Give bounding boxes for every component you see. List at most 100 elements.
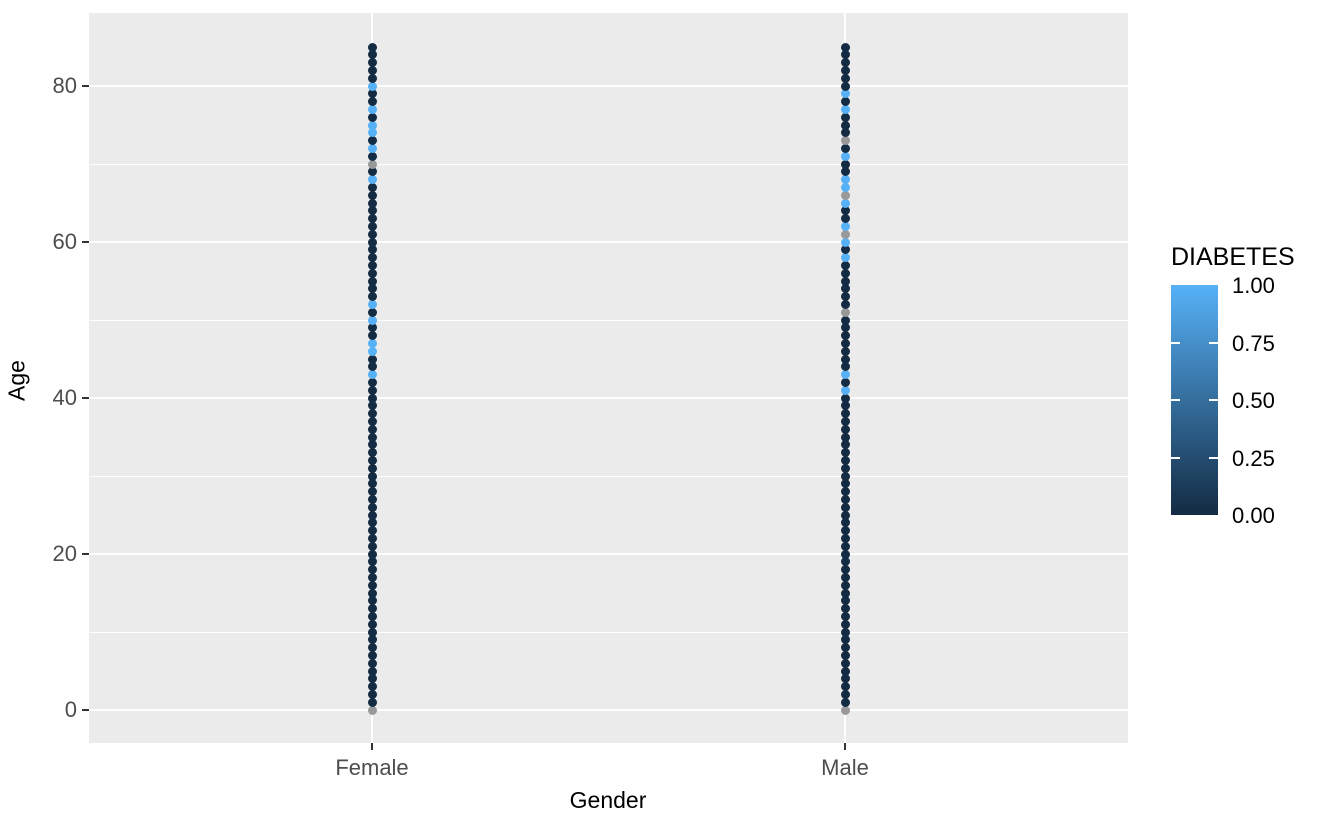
data-point [367,182,377,192]
legend-colorbar-tick [1209,341,1218,344]
data-point [840,596,850,606]
data-point [840,557,850,567]
data-point [367,315,377,325]
data-point [840,151,850,161]
data-point [367,565,377,575]
data-point [367,104,377,114]
data-point [367,604,377,614]
data-point [840,643,850,653]
legend-colorbar-tick [1209,456,1218,459]
data-point [840,346,850,356]
data-point [367,276,377,286]
gridline-major-y [89,397,1128,399]
data-point [367,416,377,426]
data-point [840,245,850,255]
data-point [367,650,377,660]
data-point [840,619,850,629]
gridline-minor-y [89,632,1128,633]
data-point [367,81,377,91]
data-point [367,580,377,590]
data-point [840,338,850,348]
data-point [367,323,377,333]
data-point [367,674,377,684]
data-point [840,510,850,520]
data-point [840,705,850,715]
data-point [840,549,850,559]
data-point [840,604,850,614]
x-axis-tick-label: Female [335,755,409,780]
data-point [840,611,850,621]
data-point [840,292,850,302]
data-point [367,666,377,676]
data-point [367,136,377,146]
data-point [840,471,850,481]
data-point [367,299,377,309]
data-point [367,526,377,536]
data-point [840,533,850,543]
data-point [840,214,850,224]
data-point [840,666,850,676]
data-point [367,494,377,504]
data-point [367,58,377,68]
data-point [840,58,850,68]
gridline-major-y [89,241,1128,243]
data-point [840,221,850,231]
data-point [367,89,377,99]
data-point [840,572,850,582]
gridline-major-y [89,85,1128,87]
data-point [367,73,377,83]
data-point [840,401,850,411]
legend-tick-label: 0.75 [1232,330,1275,356]
y-axis-tick-mark [82,553,89,555]
data-point [367,385,377,395]
data-point [840,518,850,528]
data-point [840,73,850,83]
data-point [840,354,850,364]
data-point [840,541,850,551]
data-point [840,385,850,395]
legend-colorbar-tick [1171,399,1180,401]
gridline-minor-y [89,320,1128,321]
data-point [367,65,377,75]
data-point [367,362,377,372]
data-point [367,214,377,224]
y-axis-title: Age [3,360,30,401]
data-point [840,416,850,426]
data-point [367,432,377,442]
data-point [840,697,850,707]
data-point [840,276,850,286]
data-point [367,221,377,231]
data-point [367,198,377,208]
data-point [367,682,377,692]
legend-colorbar-tick [1171,341,1180,344]
data-point [840,307,850,317]
data-point [367,643,377,653]
data-point [840,658,850,668]
data-point [840,97,850,107]
data-point [367,128,377,138]
legend-tick-label: 0.25 [1232,445,1275,471]
data-point [840,315,850,325]
data-point [367,448,377,458]
plot-panel [89,13,1128,743]
data-point [840,175,850,185]
data-point [367,502,377,512]
data-point [840,627,850,637]
data-point [367,338,377,348]
y-axis-tick-label: 0 [64,697,77,722]
data-point [840,331,850,341]
data-point [840,588,850,598]
data-point [840,526,850,536]
x-axis-tick-mark [844,743,846,750]
data-point [367,533,377,543]
x-axis-title: Gender [569,787,647,813]
data-point [840,432,850,442]
data-point [840,206,850,216]
data-point [367,705,377,715]
data-point [367,346,377,356]
data-point [367,120,377,130]
data-point [840,463,850,473]
data-point [367,619,377,629]
data-point [367,479,377,489]
data-point [367,440,377,450]
